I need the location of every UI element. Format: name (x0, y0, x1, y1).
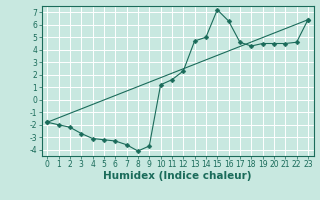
X-axis label: Humidex (Indice chaleur): Humidex (Indice chaleur) (103, 171, 252, 181)
